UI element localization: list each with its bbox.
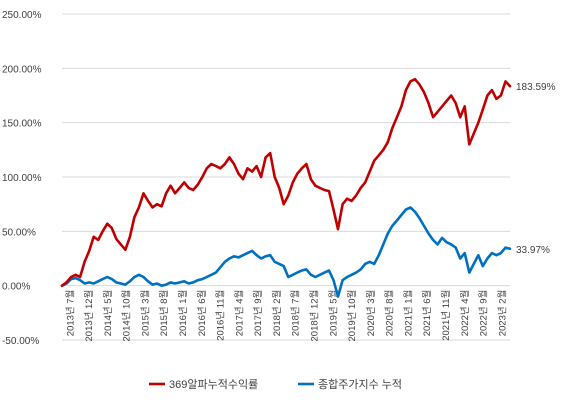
x-tick-label: 2016년 1월	[177, 290, 189, 337]
x-axis-tick-labels: 2013년 7월 2013년 12월 2014년 5월 2014년 10월 2015년 …	[64, 290, 508, 342]
y-tick-label: 100.00%	[2, 173, 42, 184]
x-tick-label: 2014년 5월	[102, 290, 114, 337]
x-tick-label: 2020년 3월	[365, 290, 377, 337]
end-value-labels: 183.59% 33.97%	[516, 82, 556, 256]
x-tick-label: 2018년 7월	[290, 290, 302, 337]
series-line	[60, 206, 512, 298]
x-tick-label: 2022년 4월	[459, 290, 471, 337]
series-line	[60, 77, 512, 288]
x-tick-label: 2019년 5월	[327, 290, 339, 337]
x-tick-label: 2016년 6월	[196, 290, 208, 337]
y-tick-label: 50.00%	[2, 227, 36, 238]
x-tick-label: 2015년 8월	[158, 290, 170, 337]
x-tick-label: 2021년 11월	[440, 290, 452, 341]
x-tick-label: 2015년 3월	[139, 290, 151, 337]
x-tick-label: 2018년 2월	[271, 290, 283, 337]
series-lines	[60, 77, 512, 298]
y-tick-label: -50.00%	[2, 336, 39, 347]
x-tick-label: 2013년 12월	[83, 290, 95, 342]
x-tick-label: 2021년 1월	[402, 290, 414, 337]
y-tick-label: 150.00%	[2, 119, 42, 130]
x-tick-label: 2021년 6월	[421, 290, 433, 337]
y-tick-label: 0.00%	[2, 282, 30, 293]
x-tick-label: 2017년 9월	[252, 290, 264, 337]
x-tick-label: 2020년 8월	[384, 290, 396, 337]
x-tick-label: 2016년 11월	[215, 290, 227, 341]
end-value-label: 33.97%	[516, 245, 550, 256]
x-tick-label: 2018년 12월	[308, 290, 320, 342]
x-tick-label: 2013년 7월	[64, 290, 76, 337]
end-value-label: 183.59%	[516, 82, 556, 93]
x-tick-label: 2014년 10월	[121, 290, 133, 342]
x-tick-label: 2023년 2월	[496, 290, 508, 337]
x-tick-label: 2019년 10월	[346, 290, 358, 342]
legend-label: 369알파누적수익률	[169, 377, 258, 391]
y-axis-tick-labels: -50.00% 0.00% 50.00% 100.00% 150.00% 200.00% 2…	[2, 10, 42, 347]
x-tick-label: 2022년 9월	[478, 290, 490, 337]
y-tick-label: 200.00%	[2, 64, 42, 75]
legend: 369알파누적수익률 종합주가지수 누적	[149, 377, 402, 391]
x-tick-label: 2017년 4월	[233, 290, 245, 337]
gridlines	[62, 13, 510, 341]
y-tick-label: 250.00%	[2, 10, 42, 21]
legend-label: 종합주가지수 누적	[318, 378, 402, 391]
